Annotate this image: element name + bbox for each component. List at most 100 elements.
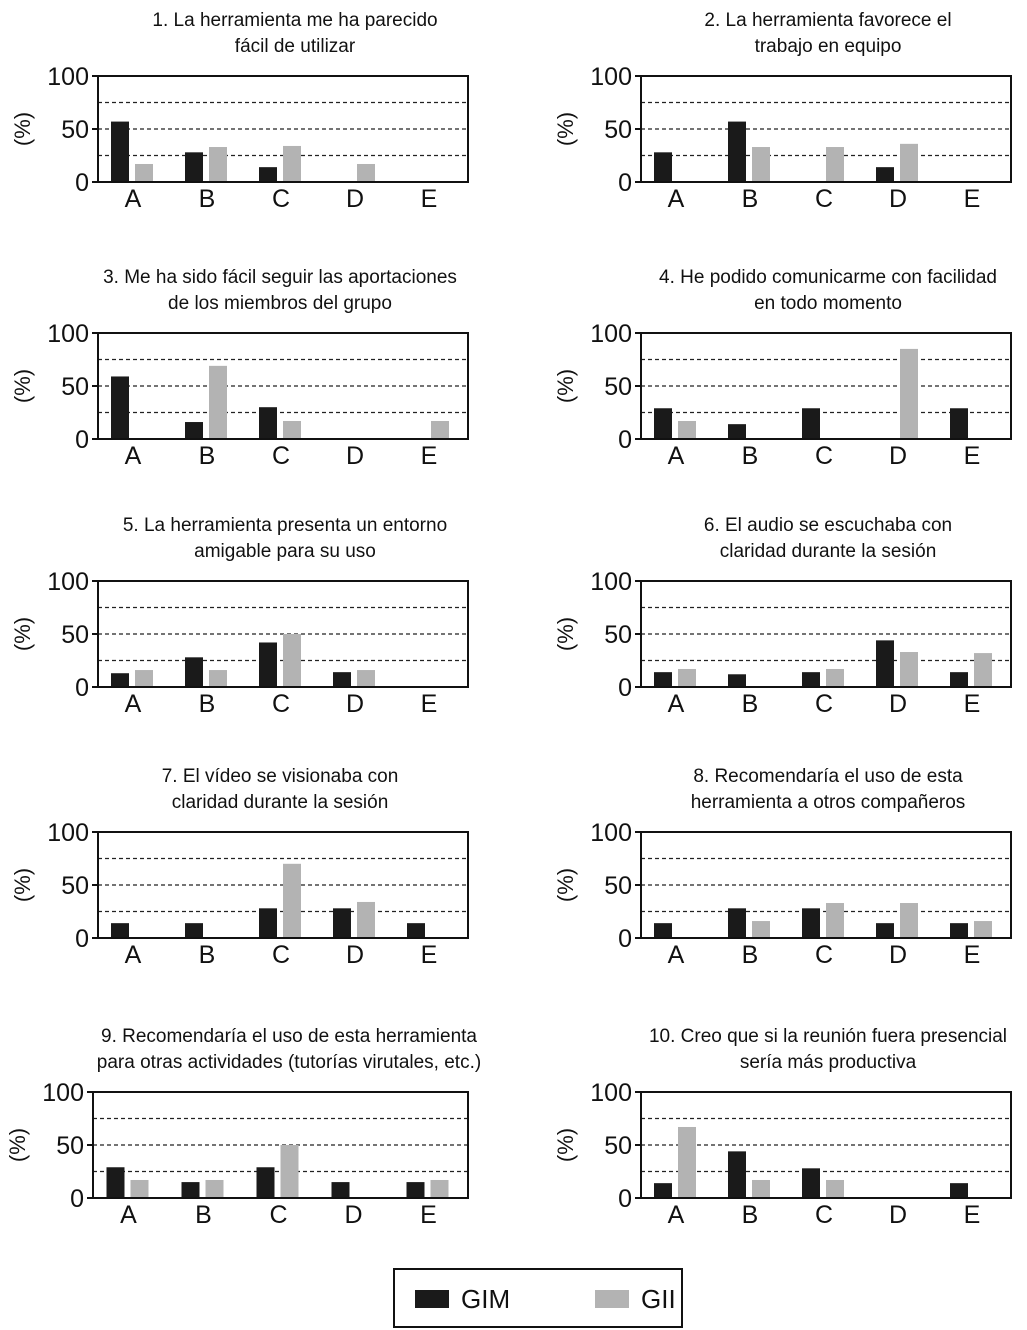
bar-gii-B — [209, 147, 227, 182]
category-label: C — [815, 1201, 833, 1229]
y-tick-label: 0 — [618, 674, 632, 702]
bar-gim-C — [802, 1168, 820, 1198]
bar-gim-E — [950, 408, 968, 439]
bar-gim-C — [259, 642, 277, 687]
category-label: E — [421, 442, 438, 470]
category-label: D — [889, 185, 907, 213]
chart-title-line: para otras actividades (tutorías virutal… — [97, 1052, 481, 1073]
bar-gim-B — [728, 674, 746, 687]
y-tick-label: 50 — [61, 621, 89, 649]
chart-9: 9. Recomendaría el uso de esta herramien… — [5, 1026, 481, 1229]
category-label: B — [199, 442, 216, 470]
bar-gii-C — [280, 1145, 299, 1198]
y-tick-label: 0 — [75, 925, 89, 953]
category-label: E — [420, 1201, 437, 1229]
y-axis-label: (%) — [5, 1128, 30, 1162]
bar-gii-A — [130, 1179, 149, 1198]
category-label: B — [195, 1201, 212, 1229]
bar-gii-B — [752, 1179, 770, 1198]
y-axis-label: (%) — [10, 617, 35, 651]
y-tick-label: 100 — [47, 320, 89, 348]
category-label: E — [964, 442, 981, 470]
bar-gii-C — [826, 903, 844, 938]
bar-gim-E — [406, 1182, 425, 1198]
bar-gim-A — [106, 1167, 125, 1198]
bar-gii-C — [826, 1179, 844, 1198]
category-label: B — [742, 941, 759, 969]
chart-title-line: claridad durante la sesión — [172, 792, 389, 813]
legend-item-gim: GIM — [415, 1284, 510, 1314]
chart-5: 5. La herramienta presenta un entorno ami… — [10, 515, 469, 718]
bar-gim-B — [728, 1151, 746, 1198]
category-label: B — [199, 941, 216, 969]
chart-7: 7. El vídeo se visionaba con claridad dur… — [10, 766, 469, 969]
bar-gim-C — [259, 908, 277, 938]
category-label: C — [272, 442, 290, 470]
y-tick-label: 100 — [47, 63, 89, 91]
bar-gim-B — [185, 422, 203, 439]
bar-gii-D — [900, 348, 918, 439]
bar-gii-C — [283, 420, 301, 439]
bar-gim-B — [185, 923, 203, 938]
category-label: E — [421, 690, 438, 718]
bar-gim-C — [802, 672, 820, 687]
chart-6: 6. El audio se escuchaba con claridad dur… — [553, 515, 1012, 718]
chart-title-line: claridad durante la sesión — [720, 541, 937, 562]
y-tick-label: 50 — [604, 872, 632, 900]
bar-gii-D — [900, 652, 918, 687]
category-label: A — [120, 1201, 137, 1229]
category-label: D — [346, 185, 364, 213]
chart-8: 8. Recomendaría el uso de esta herramient… — [553, 766, 1012, 969]
chart-title-line: 9. Recomendaría el uso de esta herramien… — [101, 1026, 477, 1047]
bar-gii-A — [135, 163, 153, 182]
y-tick-label: 100 — [590, 819, 632, 847]
chart-title-line: sería más productiva — [740, 1052, 917, 1073]
bar-gii-C — [283, 145, 301, 182]
category-label: E — [964, 690, 981, 718]
bar-gim-B — [185, 152, 203, 182]
legend-swatch-gii — [595, 1290, 629, 1308]
chart-title-line: 6. El audio se escuchaba con — [704, 515, 952, 536]
category-label: B — [742, 1201, 759, 1229]
bar-gii-C — [283, 634, 301, 687]
category-label: E — [964, 185, 981, 213]
chart-title-line: 10. Creo que si la reunión fuera presenc… — [649, 1026, 1007, 1047]
bar-gii-B — [205, 1179, 224, 1198]
category-label: B — [742, 442, 759, 470]
bar-gim-A — [111, 923, 129, 938]
chart-title-line: en todo momento — [754, 293, 902, 314]
category-label: D — [889, 1201, 907, 1229]
chart-2: 2. La herramienta favorece el trabajo en … — [553, 10, 1012, 213]
y-tick-label: 50 — [604, 1132, 632, 1160]
bar-gii-C — [826, 668, 844, 687]
chart-title-line: 2. La herramienta favorece el — [704, 10, 951, 31]
legend-label-gim: GIM — [461, 1283, 511, 1314]
y-tick-label: 50 — [61, 872, 89, 900]
category-label: D — [346, 941, 364, 969]
bar-gim-C — [259, 167, 277, 182]
y-tick-label: 50 — [604, 621, 632, 649]
category-label: E — [421, 185, 438, 213]
bar-gim-C — [259, 407, 277, 439]
y-axis-label: (%) — [10, 112, 35, 146]
bar-gim-B — [185, 657, 203, 687]
category-label: C — [815, 690, 833, 718]
y-axis-label: (%) — [10, 369, 35, 403]
category-label: B — [199, 690, 216, 718]
y-tick-label: 50 — [604, 116, 632, 144]
y-tick-label: 0 — [70, 1185, 84, 1213]
bar-gim-A — [111, 121, 129, 182]
bar-gii-B — [752, 147, 770, 182]
chart-title-line: 4. He podido comunicarme con facilidad — [659, 267, 997, 288]
y-tick-label: 100 — [590, 320, 632, 348]
category-label: D — [344, 1201, 362, 1229]
y-axis-label: (%) — [553, 617, 578, 651]
bar-gim-E — [950, 672, 968, 687]
bar-gim-D — [876, 167, 894, 182]
legend-label-gii: GII — [641, 1283, 676, 1314]
bar-gim-A — [654, 152, 672, 182]
bar-gim-B — [728, 424, 746, 439]
category-label: C — [272, 185, 290, 213]
bar-gii-D — [357, 670, 375, 687]
